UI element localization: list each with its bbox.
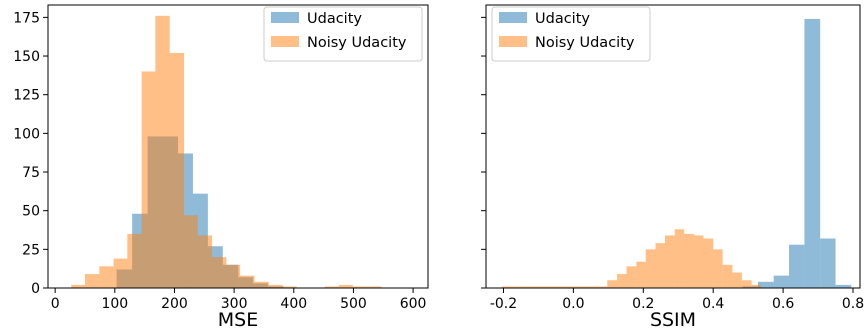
ssim-bar-noisy-udacity-1 <box>511 286 521 288</box>
y-tick-label: 125 <box>13 88 40 104</box>
y-tick-label: 25 <box>22 242 40 258</box>
x-tick-label: 300 <box>221 296 248 312</box>
y-tick-label: 50 <box>22 204 40 220</box>
mse-bar-noisy-udacity-6 <box>155 15 170 289</box>
ssim-bar-noisy-udacity-8 <box>578 286 589 288</box>
ssim-bar-noisy-udacity-5 <box>549 286 560 288</box>
x-tick-label: 0.2 <box>632 296 654 312</box>
ssim-bars <box>501 18 852 289</box>
legend-swatch-noisy-udacity <box>271 36 299 47</box>
legend-swatch-udacity <box>271 12 299 23</box>
ssim-bar-udacity-5 <box>820 238 836 288</box>
ssim-bar-udacity-4 <box>804 18 821 289</box>
ssim-bar-noisy-udacity-19 <box>684 233 694 288</box>
legend-label-noisy-udacity: Noisy Udacity <box>535 35 635 51</box>
ssim-bar-noisy-udacity-25 <box>741 280 752 288</box>
ssim-bar-noisy-udacity-6 <box>559 286 569 288</box>
ssim-bar-noisy-udacity-18 <box>674 229 685 288</box>
mse-bar-noisy-udacity-19 <box>367 286 382 288</box>
ssim-bar-udacity-1 <box>757 281 774 288</box>
mse-bar-noisy-udacity-0 <box>71 284 85 288</box>
ssim-ticks: -0.2 0.0 0.2 0.4 0.6 0.8 <box>481 16 864 312</box>
mse-legend: Udacity Noisy Udacity <box>263 6 423 62</box>
ssim-bar-noisy-udacity-7 <box>568 286 579 288</box>
mse-bar-noisy-udacity-12 <box>240 275 255 288</box>
ssim-bar-noisy-udacity-21 <box>703 238 714 288</box>
legend-label-udacity: Udacity <box>535 11 590 27</box>
mse-bar-noisy-udacity-16 <box>324 286 340 288</box>
ssim-x-axis-label: SSIM <box>650 309 696 331</box>
ssim-bar-noisy-udacity-26 <box>751 284 762 288</box>
mse-histogram-panel: 0 100 200 300 400 500 600 0 25 50 75 100 125 150 175 M… <box>13 4 429 331</box>
x-tick-label: -0.2 <box>490 296 517 312</box>
x-tick-label: 0.6 <box>772 296 794 312</box>
legend-label-udacity: Udacity <box>307 11 362 27</box>
mse-bar-noisy-udacity-17 <box>339 284 353 288</box>
mse-bar-noisy-udacity-1 <box>84 274 100 288</box>
legend-box <box>491 6 651 62</box>
x-tick-label: 0.0 <box>562 296 584 312</box>
mse-bar-noisy-udacity-9 <box>197 235 213 288</box>
mse-bar-noisy-udacity-10 <box>212 257 227 288</box>
ssim-bar-noisy-udacity-3 <box>530 286 541 288</box>
mse-bar-noisy-udacity-18 <box>352 286 368 288</box>
x-tick-label: 200 <box>161 296 188 312</box>
ssim-bar-noisy-udacity-0 <box>501 286 512 288</box>
y-tick-label: 75 <box>22 165 40 181</box>
ssim-bar-noisy-udacity-22 <box>713 249 723 288</box>
mse-bar-noisy-udacity-5 <box>141 71 156 288</box>
mse-bar-noisy-udacity-14 <box>268 284 283 288</box>
ssim-bar-noisy-udacity-17 <box>664 235 675 288</box>
x-tick-label: 0.4 <box>702 296 724 312</box>
mse-bar-noisy-udacity-4 <box>127 233 142 288</box>
ssim-histogram-panel: -0.2 0.0 0.2 0.4 0.6 0.8 SSIM Udacity Noisy Ud… <box>481 4 864 331</box>
mse-bar-noisy-udacity-11 <box>226 264 241 288</box>
mse-bar-noisy-udacity-8 <box>184 215 198 288</box>
ssim-bar-noisy-udacity-4 <box>540 286 550 288</box>
mse-bar-noisy-udacity-3 <box>113 258 128 288</box>
ssim-bar-udacity-6 <box>835 284 852 288</box>
mse-bar-noisy-udacity-7 <box>169 52 185 288</box>
y-tick-label: 0 <box>31 281 40 297</box>
ssim-bar-noisy-udacity-15 <box>645 249 656 288</box>
ssim-bar-noisy-udacity-10 <box>597 286 608 288</box>
ssim-bar-udacity-3 <box>789 244 805 288</box>
ssim-bar-noisy-udacity-11 <box>607 280 618 288</box>
ssim-bar-noisy-udacity-24 <box>732 272 742 288</box>
ssim-bar-noisy-udacity-2 <box>520 286 531 288</box>
ssim-bar-noisy-udacity-23 <box>722 264 733 288</box>
mse-plot-frame <box>47 4 429 289</box>
ssim-bar-noisy-udacity-16 <box>655 243 665 288</box>
legend-swatch-udacity <box>499 12 527 23</box>
x-tick-label: 400 <box>280 296 307 312</box>
x-tick-label: 600 <box>400 296 427 312</box>
ssim-bar-noisy-udacity-20 <box>693 235 704 288</box>
x-tick-label: 0.8 <box>842 296 864 312</box>
ssim-legend: Udacity Noisy Udacity <box>491 6 651 62</box>
ssim-bar-noisy-udacity-14 <box>636 261 646 288</box>
x-tick-label: 0 <box>51 296 60 312</box>
mse-x-axis-label: MSE <box>218 309 258 331</box>
y-tick-label: 100 <box>13 126 40 142</box>
mse-bar-noisy-udacity-13 <box>254 281 269 288</box>
x-tick-label: 100 <box>101 296 128 312</box>
mse-bar-noisy-udacity-2 <box>99 266 114 288</box>
ssim-bar-noisy-udacity-13 <box>626 266 637 288</box>
legend-swatch-noisy-udacity <box>499 36 527 47</box>
mse-ticks: 0 100 200 300 400 500 600 0 25 50 75 100 125 150 175 <box>13 10 426 312</box>
ssim-plot-frame <box>485 4 861 289</box>
y-tick-label: 175 <box>13 10 40 26</box>
y-tick-label: 150 <box>13 49 40 65</box>
legend-box <box>263 6 423 62</box>
ssim-bar-noisy-udacity-12 <box>617 274 627 288</box>
ssim-bar-noisy-udacity-9 <box>588 286 598 288</box>
mse-bars <box>71 15 382 289</box>
x-tick-label: 500 <box>340 296 367 312</box>
mse-bar-noisy-udacity-15 <box>282 286 297 288</box>
ssim-bar-udacity-2 <box>773 275 790 288</box>
legend-label-noisy-udacity: Noisy Udacity <box>307 35 407 51</box>
